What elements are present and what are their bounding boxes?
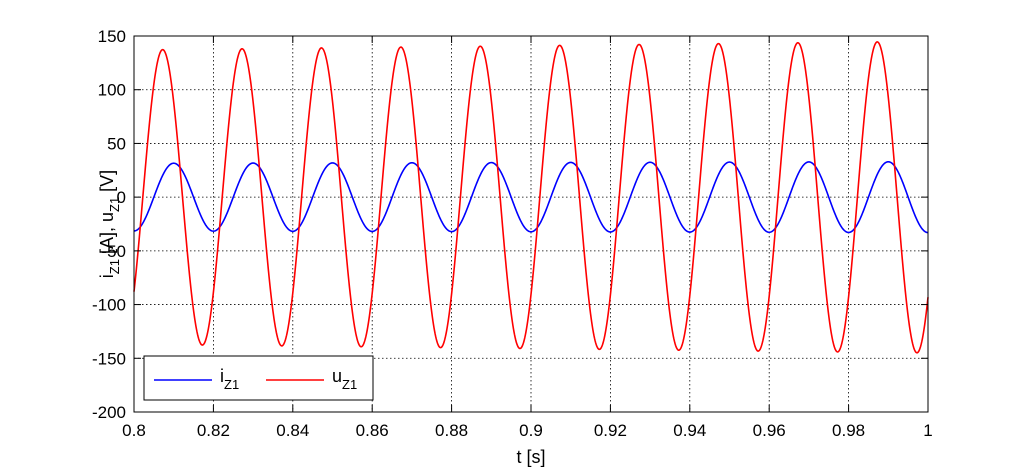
legend-label: iZ1 — [220, 366, 239, 392]
x-axis-label: t [s] — [516, 447, 545, 467]
x-tick-label: 0.9 — [519, 421, 543, 440]
series-group — [133, 41, 929, 354]
axis-ticks — [133, 35, 929, 413]
x-tick-label: 0.92 — [594, 421, 627, 440]
x-tick-label: 0.8 — [122, 421, 146, 440]
x-tick-label: 0.86 — [356, 421, 389, 440]
y-tick-label: -150 — [92, 349, 126, 368]
x-tick-label: 0.96 — [753, 421, 786, 440]
grid-lines — [134, 36, 928, 412]
y-tick-label: -100 — [92, 296, 126, 315]
y-tick-label: 0 — [117, 188, 126, 207]
series-line-iz1 — [133, 160, 929, 234]
y-tick-label: 100 — [98, 81, 126, 100]
x-tick-label: 0.88 — [435, 421, 468, 440]
x-tick-labels: 0.8 0.82 0.84 0.86 0.88 0.9 0.92 0.94 0.96 0.98 1 — [122, 421, 933, 440]
y-tick-label: -50 — [101, 242, 126, 261]
y-tick-label: 150 — [98, 27, 126, 46]
x-tick-label: 1 — [923, 421, 932, 440]
x-tick-label: 0.94 — [673, 421, 706, 440]
y-axis-label: iZ1 [A], uZ1 [V] — [97, 170, 122, 278]
y-tick-labels: -200 -150 -100 -50 0 50 100 150 — [92, 27, 126, 422]
x-tick-label: 0.98 — [832, 421, 865, 440]
y-tick-label: 50 — [107, 134, 126, 153]
x-tick-label: 0.84 — [276, 421, 309, 440]
legend: iZ1 uZ1 — [143, 355, 374, 401]
y-tick-label: -200 — [92, 403, 126, 422]
x-tick-label: 0.82 — [197, 421, 230, 440]
legend-label: uZ1 — [332, 366, 357, 392]
legend-box — [143, 355, 374, 401]
series-line-uz1 — [133, 41, 929, 354]
